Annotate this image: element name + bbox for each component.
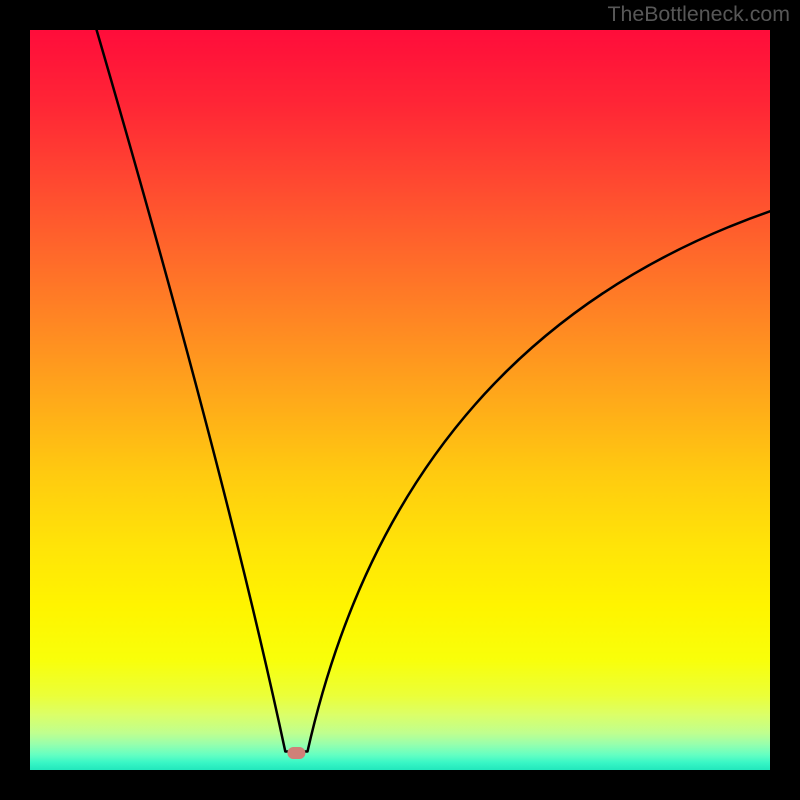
watermark-label: TheBottleneck.com bbox=[607, 2, 790, 27]
gradient-background bbox=[30, 30, 770, 770]
chart-root: TheBottleneck.com bbox=[0, 0, 800, 800]
